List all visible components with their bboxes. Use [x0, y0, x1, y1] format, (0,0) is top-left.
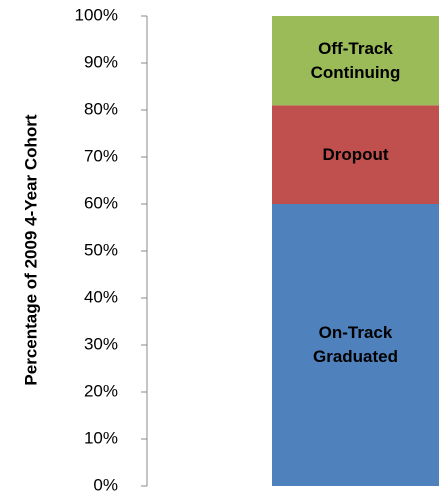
- segment-label: On-Track Graduated: [312, 323, 399, 366]
- segment-label: Dropout: [322, 144, 389, 164]
- y-tick-label: 40%: [84, 287, 118, 306]
- y-tick-label: 100%: [75, 5, 118, 24]
- y-tick-label: 60%: [84, 193, 118, 212]
- y-tick-label: 0%: [93, 475, 118, 494]
- y-tick-label: 10%: [84, 428, 118, 447]
- y-tick-label: 80%: [84, 99, 118, 118]
- bar-segment: [272, 204, 439, 486]
- y-tick-label: 50%: [84, 240, 118, 259]
- y-tick-label: 30%: [84, 334, 118, 353]
- y-axis-label: Percentage of 2009 4-Year Cohort: [21, 114, 40, 386]
- segment-label: Off-Track Continuing: [310, 38, 401, 82]
- bar-segment: [272, 105, 439, 204]
- y-tick-label: 90%: [84, 52, 118, 71]
- y-tick-label: 20%: [84, 381, 118, 400]
- bar-segment: [272, 16, 439, 106]
- y-tick-label: 70%: [84, 146, 118, 165]
